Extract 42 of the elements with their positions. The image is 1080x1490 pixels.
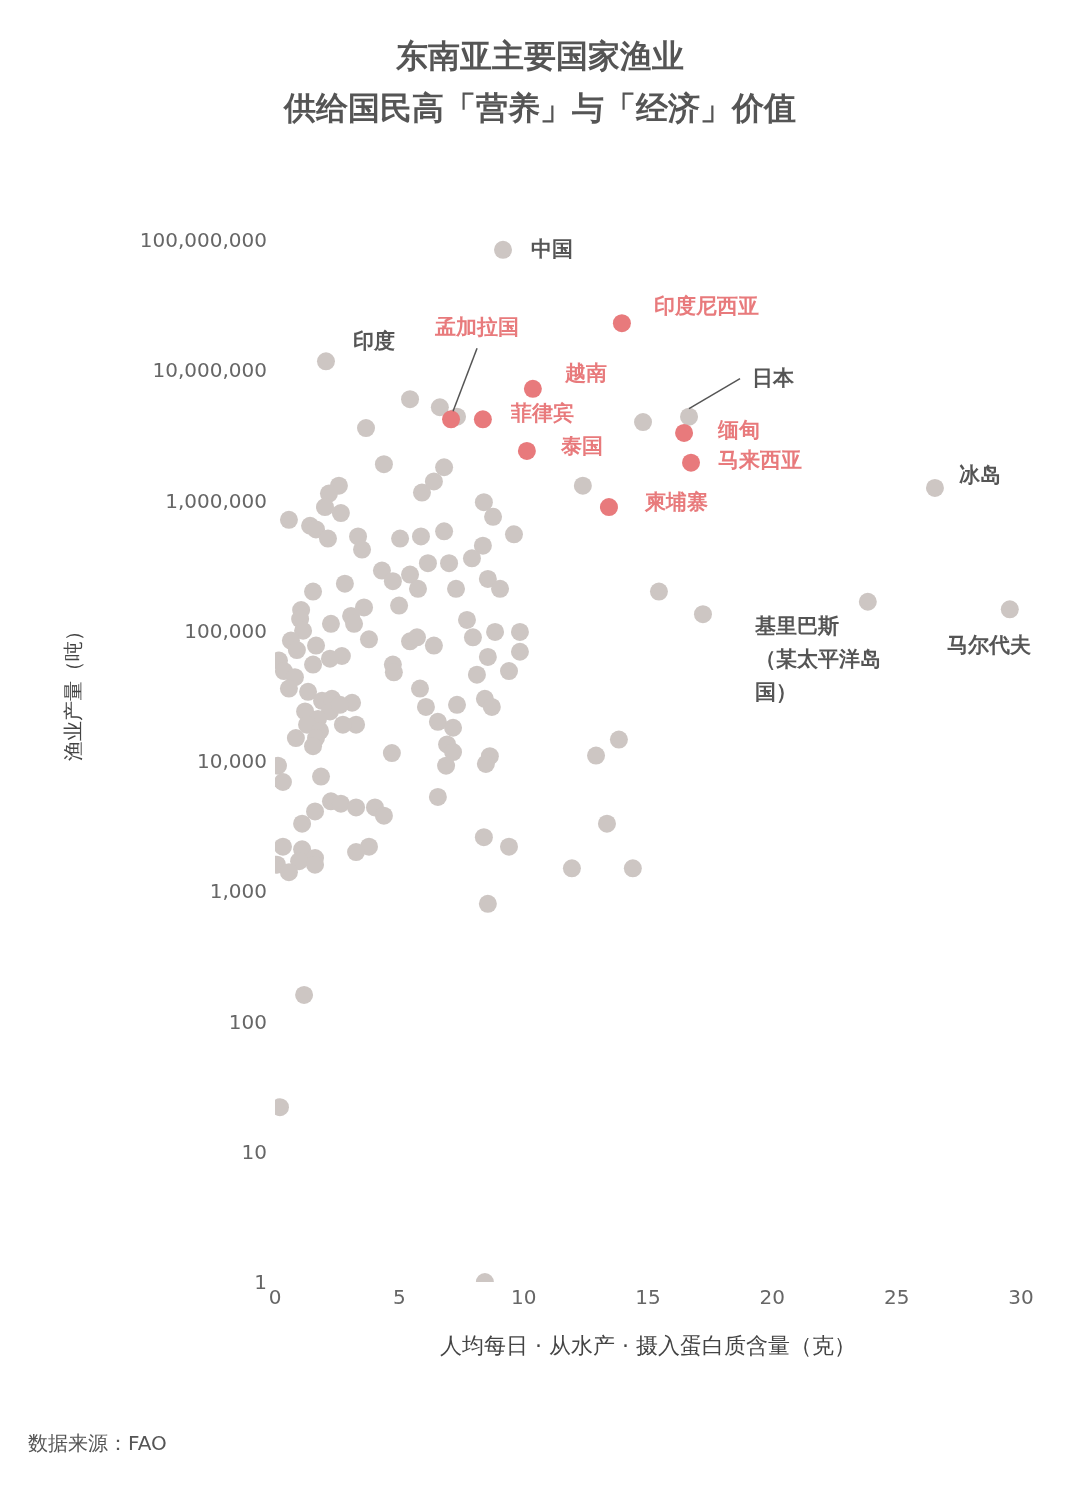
annotation: 马尔代夫 (946, 633, 1031, 658)
y-tick-label: 1 (254, 1270, 267, 1295)
annotation: 孟加拉国 (434, 315, 520, 340)
annotation: 菲律宾 (509, 401, 574, 426)
point (442, 410, 461, 429)
annotation: 印度尼西亚 (653, 294, 759, 319)
y-tick-label: 1,000,000 (165, 488, 267, 513)
x-tick-label: 20 (759, 1285, 786, 1310)
x-tick-label: 15 (635, 1285, 661, 1310)
y-tick-label: 1,000 (209, 879, 267, 904)
annotation: 印度 (352, 329, 395, 354)
annotation: 马来西亚 (718, 447, 803, 472)
point (675, 423, 694, 442)
y-axis-title: 渔业产量（吨） (61, 621, 86, 761)
annotation: 冰岛 (958, 462, 1001, 487)
point (517, 441, 536, 460)
y-tick-label: 10,000,000 (152, 358, 267, 383)
point (682, 453, 701, 472)
x-tick-label: 10 (510, 1285, 537, 1310)
x-tick-label: 25 (883, 1285, 910, 1310)
x-tick-label: 0 (268, 1285, 282, 1310)
point (599, 498, 618, 517)
point (473, 410, 492, 429)
point (523, 379, 542, 398)
annotation: 缅甸 (717, 417, 761, 442)
point (612, 314, 631, 333)
annotation: 泰国 (559, 433, 603, 458)
annotation: 柬埔寨 (643, 490, 708, 515)
annotation: 越南 (563, 360, 607, 385)
chart-title: 东南亚主要国家渔业供给国民高「营养」与「经济」价值 (282, 36, 797, 129)
y-tick-label: 100 (228, 1009, 267, 1034)
source-note: 数据来源：FAO (28, 1430, 167, 1457)
x-axis-title: 人均每日 · 从水产 · 摄入蛋白质含量（克） (440, 1333, 856, 1358)
annotation: 中国 (531, 236, 574, 261)
y-tick-label: 10,000 (197, 749, 267, 774)
x-tick-label: 30 (1008, 1285, 1034, 1310)
y-tick-label: 100,000,000 (139, 228, 267, 253)
y-tick-label: 10 (241, 1139, 267, 1164)
y-tick-label: 100,000 (184, 618, 267, 643)
annotation: 基里巴斯（某太平洋岛国） (753, 613, 881, 704)
x-tick-label: 5 (392, 1285, 406, 1310)
annotation: 日本 (752, 365, 796, 390)
